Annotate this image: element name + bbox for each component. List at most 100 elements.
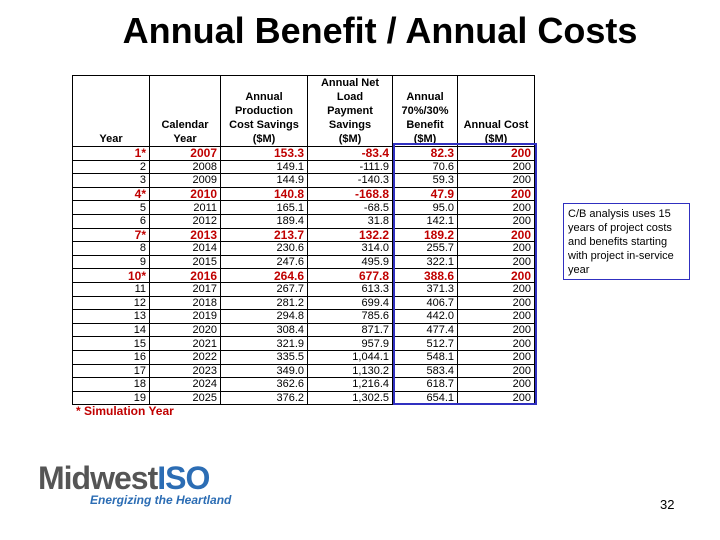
table-cell: 13 xyxy=(72,309,150,324)
table-cell: 321.9 xyxy=(220,336,308,351)
table-cell: 1,302.5 xyxy=(307,390,393,406)
table-cell: -83.4 xyxy=(307,146,393,161)
table-cell: 10* xyxy=(72,268,150,283)
table-cell: 2024 xyxy=(149,377,221,392)
table-cell: -168.8 xyxy=(307,186,393,202)
table-cell: 2025 xyxy=(149,390,221,406)
table-cell: 2016 xyxy=(149,268,221,283)
page-number: 32 xyxy=(660,497,675,512)
header-row: Year Calendar Year Annual Production Cost … xyxy=(72,75,535,147)
logo: MidwestISO Energizing the Heartland xyxy=(38,460,231,507)
table-cell: 12 xyxy=(72,295,150,311)
highlight-box xyxy=(393,143,537,405)
table-cell: 264.6 xyxy=(220,268,308,283)
table-cell: 8 xyxy=(72,241,150,256)
table-cell: 677.8 xyxy=(307,268,393,283)
table-cell: 785.6 xyxy=(307,309,393,324)
table-cell: 200 xyxy=(457,309,535,324)
table-cell: -140.3 xyxy=(307,173,393,188)
table-cell: 376.2 xyxy=(220,390,308,406)
table-row: 7* 2013 213.7 132.2 189.2 200 xyxy=(72,227,535,243)
table-cell: 495.9 xyxy=(307,254,393,270)
table-cell: 281.2 xyxy=(220,295,308,311)
table-cell: 132.2 xyxy=(307,227,393,243)
column-header: Annual Cost ($M) xyxy=(457,75,535,147)
table-cell: 2022 xyxy=(149,349,221,365)
table-cell: 14 xyxy=(72,322,150,338)
table-cell: 2007 xyxy=(149,146,221,161)
table-cell: 362.6 xyxy=(220,377,308,392)
table-row: 3 2009 144.9 -140.3 59.3 200 xyxy=(72,173,535,188)
column-header: Annual Production Cost Savings ($M) xyxy=(220,75,308,147)
table-cell: 2017 xyxy=(149,281,221,297)
table-cell: 140.8 xyxy=(220,186,308,202)
table-cell: 11 xyxy=(72,281,150,297)
table-cell: 957.9 xyxy=(307,336,393,351)
column-header: Calendar Year xyxy=(149,75,221,147)
table-row: 2 2008 149.1 -111.9 70.6 200 xyxy=(72,159,535,175)
table-cell: 230.6 xyxy=(220,241,308,256)
table-row: 11 2017 267.7 613.3 371.3 200 xyxy=(72,281,535,297)
column-header: Annual 70%/30% Benefit ($M) xyxy=(392,75,458,147)
table-cell: 1,216.4 xyxy=(307,377,393,392)
logo-name: MidwestISO xyxy=(38,460,231,497)
table-cell: 149.1 xyxy=(220,159,308,175)
table-cell: 2014 xyxy=(149,241,221,256)
table-cell: 2010 xyxy=(149,186,221,202)
table-cell: 213.7 xyxy=(220,227,308,243)
table-cell: 18 xyxy=(72,377,150,392)
table-row: 15 2021 321.9 957.9 512.7 200 xyxy=(72,336,535,351)
table-cell: 267.7 xyxy=(220,281,308,297)
table-cell: 294.8 xyxy=(220,309,308,324)
logo-name-left: Midwest xyxy=(38,460,158,496)
table-cell: 2012 xyxy=(149,213,221,229)
table-row: 9 2015 247.6 495.9 322.1 200 xyxy=(72,254,535,270)
table-cell: 19 xyxy=(72,390,150,406)
table-row: 6 2012 189.4 31.8 142.1 200 xyxy=(72,213,535,229)
table-cell: 613.3 xyxy=(307,281,393,297)
table-cell: 699.4 xyxy=(307,295,393,311)
table-row: 10* 2016 264.6 677.8 388.6 200 xyxy=(72,268,535,283)
table-cell: 308.4 xyxy=(220,322,308,338)
table-cell: 349.0 xyxy=(220,363,308,379)
benefit-cost-table: Year Calendar Year Annual Production Cost … xyxy=(72,75,535,406)
column-header: Annual Net Load Payment Savings ($M) xyxy=(307,75,393,147)
table-cell: 9 xyxy=(72,254,150,270)
callout: C/B analysis uses 15 years of project co… xyxy=(563,203,690,280)
table-cell: 2011 xyxy=(149,200,221,215)
table-cell: 153.3 xyxy=(220,146,308,161)
table-cell: 314.0 xyxy=(307,241,393,256)
table-row: 16 2022 335.5 1,044.1 548.1 200 xyxy=(72,349,535,365)
table-cell: 2008 xyxy=(149,159,221,175)
table-cell: -68.5 xyxy=(307,200,393,215)
table-cell: 7* xyxy=(72,227,150,243)
table-cell: 165.1 xyxy=(220,200,308,215)
table-cell: 1,044.1 xyxy=(307,349,393,365)
table-cell: 2018 xyxy=(149,295,221,311)
table-cell: 31.8 xyxy=(307,213,393,229)
table-cell: 189.4 xyxy=(220,213,308,229)
table-cell: 6 xyxy=(72,213,150,229)
table-row: 19 2025 376.2 1,302.5 654.1 200 xyxy=(72,390,535,406)
table-cell: 335.5 xyxy=(220,349,308,365)
table-row: 12 2018 281.2 699.4 406.7 200 xyxy=(72,295,535,311)
table-cell: 2009 xyxy=(149,173,221,188)
table-cell: 2020 xyxy=(149,322,221,338)
table-cell: 2019 xyxy=(149,309,221,324)
table-cell: 2023 xyxy=(149,363,221,379)
table-cell: 4* xyxy=(72,186,150,202)
table-cell: 2021 xyxy=(149,336,221,351)
table-cell: 1,130.2 xyxy=(307,363,393,379)
table-cell: 247.6 xyxy=(220,254,308,270)
table-cell: 5 xyxy=(72,200,150,215)
table-cell: 2015 xyxy=(149,254,221,270)
table-row: 18 2024 362.6 1,216.4 618.7 200 xyxy=(72,377,535,392)
logo-tagline: Energizing the Heartland xyxy=(90,493,232,507)
table-cell: 2013 xyxy=(149,227,221,243)
table-row: 13 2019 294.8 785.6 442.0 200 xyxy=(72,309,535,324)
table-cell: 17 xyxy=(72,363,150,379)
table-cell: 1* xyxy=(72,146,150,161)
table-cell: -111.9 xyxy=(307,159,393,175)
table-row: 14 2020 308.4 871.7 477.4 200 xyxy=(72,322,535,338)
